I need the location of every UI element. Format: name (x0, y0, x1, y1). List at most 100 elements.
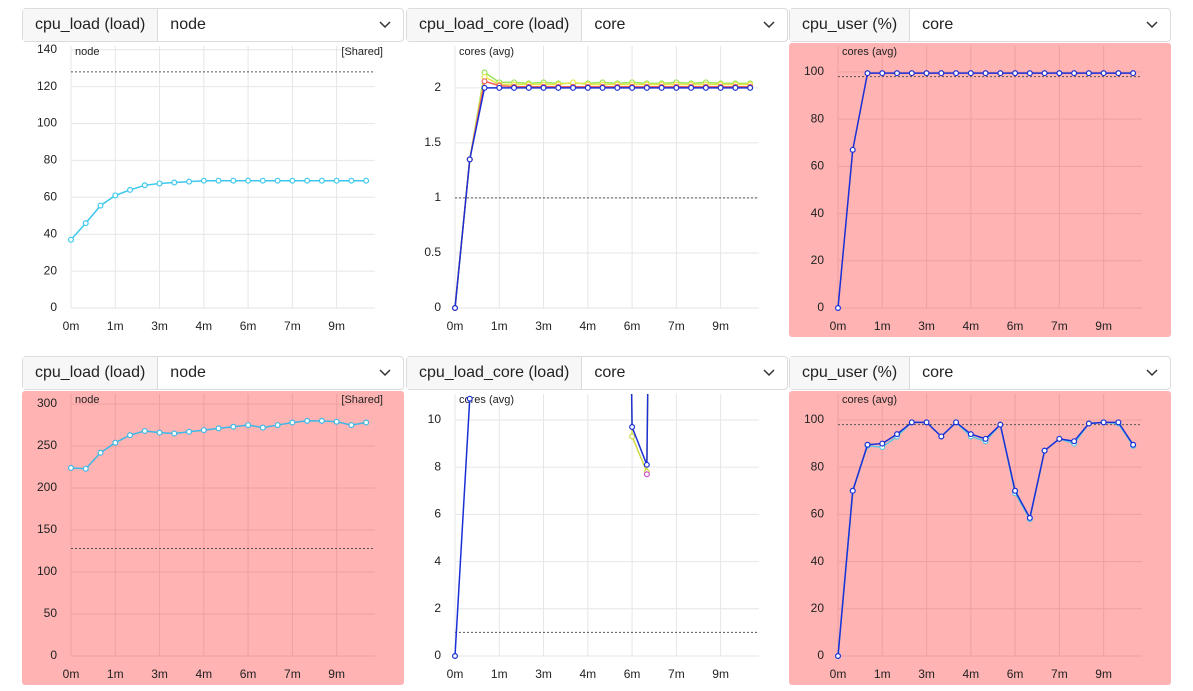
y-tick-label: 0.5 (424, 245, 441, 259)
series (834, 419, 1137, 660)
x-tick-label: 7m (668, 667, 685, 681)
x-tick-label: 7m (1051, 667, 1068, 681)
metric-select[interactable]: cpu_load_core (load) (407, 357, 583, 389)
point (1026, 70, 1033, 77)
x-tick-label: 4m (579, 319, 596, 333)
point (894, 431, 901, 438)
metric-select[interactable]: cpu_load (load) (23, 9, 159, 41)
point (348, 422, 355, 429)
point (141, 182, 148, 189)
y-tick-label: 0 (434, 648, 441, 662)
point (834, 653, 841, 660)
metric-select[interactable]: cpu_load (load) (23, 357, 159, 389)
point (643, 84, 650, 91)
series (451, 78, 754, 312)
point (849, 146, 856, 153)
chart: 0 2 4 6 8 10 0m 1m 3m 4m 6m 7m 9m cores (avg) (406, 391, 788, 685)
point (1115, 70, 1122, 77)
x-tick-label: 3m (918, 319, 935, 333)
chevron (379, 369, 391, 377)
x-tick-label: 0m (830, 667, 847, 681)
y-tick-label: 20 (811, 253, 825, 267)
point (894, 70, 901, 77)
point (112, 439, 119, 446)
metric-select[interactable]: cpu_user (%) (790, 357, 911, 389)
x-tick-label: 0m (63, 667, 80, 681)
dimension-select[interactable]: core (594, 364, 626, 381)
dimension-select[interactable]: core (594, 16, 626, 33)
series (451, 394, 650, 660)
point (304, 417, 311, 424)
point (658, 84, 665, 91)
x-tick-label: 1m (107, 667, 124, 681)
point (1130, 441, 1137, 448)
point (717, 84, 724, 91)
point (747, 84, 754, 91)
y-tick-label: 250 (37, 438, 57, 452)
panel-header: cpu_user (%) core (789, 8, 1171, 42)
x-tick-label: 6m (240, 667, 257, 681)
y-tick-label: 2 (434, 601, 441, 615)
x-tick-label: 9m (712, 667, 729, 681)
y-tick-label: 8 (434, 459, 441, 473)
metric-select[interactable]: cpu_load_core (load) (407, 9, 583, 41)
point (156, 429, 163, 436)
panel-header: cpu_load_core (load) core (406, 8, 788, 42)
y-tick-label: 10 (428, 412, 442, 426)
x-tick-label: 9m (712, 319, 729, 333)
y-label: cores (avg) (459, 46, 514, 58)
point (982, 435, 989, 442)
y-tick-label: 50 (44, 606, 58, 620)
y-tick-label: 120 (37, 79, 57, 93)
point (363, 419, 370, 426)
point (834, 305, 841, 312)
line (454, 394, 649, 657)
point (997, 70, 1004, 77)
point (1026, 514, 1033, 521)
x-tick-label: 1m (491, 319, 508, 333)
point (864, 70, 871, 77)
point (629, 84, 636, 91)
point (127, 432, 134, 439)
point (274, 422, 281, 429)
x-tick-label: 1m (491, 667, 508, 681)
point (289, 177, 296, 184)
point (215, 425, 222, 432)
point (1012, 70, 1019, 77)
panel-header: cpu_load_core (load) core (406, 356, 788, 390)
panel: cpu_load (load) node 0 50 100 150 200 250 300 0m 1… (22, 356, 404, 685)
point (599, 84, 606, 91)
x-tick-label: 4m (195, 319, 212, 333)
point (1041, 447, 1048, 454)
y-label: cores (avg) (842, 394, 897, 406)
dimension-select[interactable]: node (170, 364, 206, 381)
x-tick-label: 4m (962, 667, 979, 681)
y-tick-label: 0 (50, 648, 57, 662)
panel: cpu_user (%) core 0 20 40 60 80 100 0m 1m 3m 4m 6m 7m… (789, 8, 1171, 337)
chart: 0 50 100 150 200 250 300 0m 1m 3m 4m 6m 7m 9m node [Sha… (22, 391, 404, 685)
series (451, 69, 754, 312)
point (997, 421, 1004, 428)
panel: cpu_load (load) node 0 20 40 60 80 100 120 140 0m 1… (22, 8, 404, 337)
x-tick-label: 4m (579, 667, 596, 681)
dimension-select[interactable]: core (922, 16, 954, 33)
point (643, 461, 650, 468)
point (67, 236, 74, 243)
point (864, 441, 871, 448)
point (953, 70, 960, 77)
y-tick-label: 6 (434, 507, 441, 521)
point (629, 433, 636, 440)
point (333, 177, 340, 184)
dimension-select[interactable]: core (922, 364, 954, 381)
dimension-select[interactable]: node (170, 16, 206, 33)
point (230, 423, 237, 430)
point (82, 465, 89, 472)
y-tick-label: 40 (44, 226, 58, 240)
x-tick-label: 7m (668, 319, 685, 333)
x-tick-label: 1m (874, 667, 891, 681)
y-tick-label: 100 (37, 564, 57, 578)
y-tick-label: 100 (804, 412, 824, 426)
point (466, 156, 473, 163)
point (1115, 419, 1122, 426)
metric-select[interactable]: cpu_user (%) (790, 9, 911, 41)
